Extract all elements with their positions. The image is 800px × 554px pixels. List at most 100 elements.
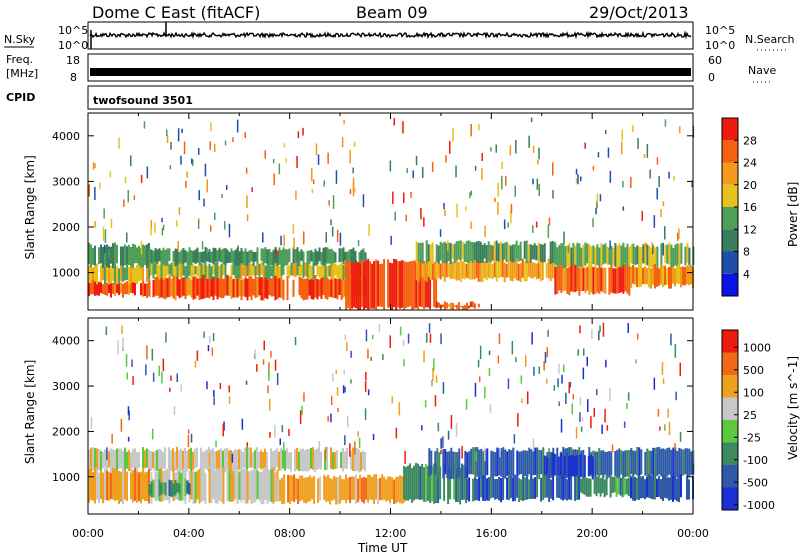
data-cell <box>316 279 319 300</box>
data-cell <box>178 279 181 299</box>
data-cell <box>224 261 227 280</box>
data-cell <box>92 447 94 471</box>
data-cell <box>664 265 666 286</box>
data-speckle <box>434 395 437 407</box>
data-cell <box>620 264 623 293</box>
data-cell <box>450 447 453 479</box>
data-cell <box>456 452 459 479</box>
data-cell <box>90 280 92 295</box>
data-cell <box>539 259 542 282</box>
data-cell <box>178 262 181 277</box>
data-cell <box>439 304 442 308</box>
data-speckle <box>552 190 554 199</box>
data-speckle <box>209 141 211 150</box>
data-cell <box>652 476 654 500</box>
data-cell <box>348 249 351 264</box>
data-cell <box>198 265 201 279</box>
data-cell <box>367 474 370 503</box>
data-speckle <box>560 419 563 433</box>
data-cell <box>602 450 605 479</box>
data-cell <box>453 261 456 280</box>
data-speckle <box>228 396 231 404</box>
data-cell <box>194 266 197 275</box>
data-cell <box>134 448 136 472</box>
data-cell <box>182 247 185 265</box>
data-cell <box>122 246 124 266</box>
data-speckle <box>274 424 276 438</box>
data-cell <box>454 451 457 475</box>
data-cell <box>148 484 151 496</box>
data-cell <box>310 265 313 280</box>
data-speckle <box>372 434 375 440</box>
data-cell <box>186 251 189 265</box>
data-cell <box>124 267 126 281</box>
data-cell <box>298 264 301 278</box>
data-cell <box>552 474 555 501</box>
data-cell <box>140 471 142 504</box>
data-cell <box>617 477 620 495</box>
data-speckle <box>318 440 321 449</box>
data-speckle <box>659 426 661 431</box>
data-cell <box>684 267 686 286</box>
data-cell <box>332 262 335 279</box>
data-cell <box>526 450 529 477</box>
data-speckle <box>198 190 200 201</box>
data-cell <box>322 263 325 277</box>
data-speckle <box>532 225 534 233</box>
data-cell <box>196 470 199 500</box>
data-cell <box>343 479 346 500</box>
data-cell <box>254 252 257 262</box>
data-cell <box>397 476 400 502</box>
data-cell <box>648 450 651 476</box>
data-cell <box>306 449 308 472</box>
data-cell <box>487 262 490 278</box>
data-cell <box>678 243 681 267</box>
data-cell <box>411 261 414 310</box>
data-cell <box>338 248 341 263</box>
data-speckle <box>474 165 477 171</box>
data-cell <box>487 241 490 262</box>
data-cell <box>502 447 505 480</box>
data-speckle <box>514 185 516 197</box>
data-cell <box>206 275 209 298</box>
data-cell <box>589 478 592 497</box>
data-cell <box>236 449 238 473</box>
data-cell <box>198 252 201 266</box>
data-speckle <box>283 442 285 454</box>
data-cell <box>302 448 304 472</box>
data-speckle <box>173 406 176 415</box>
data-cell <box>240 262 243 279</box>
data-cell <box>176 263 179 277</box>
data-cell <box>218 265 221 279</box>
data-cell <box>463 243 466 262</box>
data-cell <box>461 463 464 500</box>
data-cell <box>144 450 146 469</box>
data-cell <box>212 247 215 265</box>
data-cell <box>433 262 436 307</box>
data-speckle <box>623 421 626 428</box>
data-speckle <box>495 144 497 153</box>
data-speckle <box>336 387 339 396</box>
data-speckle <box>256 364 258 372</box>
data-cell <box>508 449 511 479</box>
data-cell <box>582 449 585 479</box>
data-cell <box>620 450 623 475</box>
data-cell <box>150 451 152 472</box>
data-cell <box>625 478 628 494</box>
data-cell <box>409 261 412 307</box>
data-cell <box>310 250 313 262</box>
data-cell <box>682 449 685 476</box>
data-cell <box>328 279 331 297</box>
data-cell <box>666 477 668 499</box>
data-cell <box>304 278 307 300</box>
data-cell <box>610 451 613 476</box>
data-speckle <box>148 249 151 256</box>
data-cell <box>413 465 416 501</box>
data-cell <box>577 454 580 476</box>
data-cell <box>589 454 592 475</box>
data-cell <box>156 261 159 277</box>
data-cell <box>238 251 241 266</box>
data-cell <box>130 247 132 267</box>
data-cell <box>266 468 269 504</box>
data-cell <box>350 249 353 265</box>
